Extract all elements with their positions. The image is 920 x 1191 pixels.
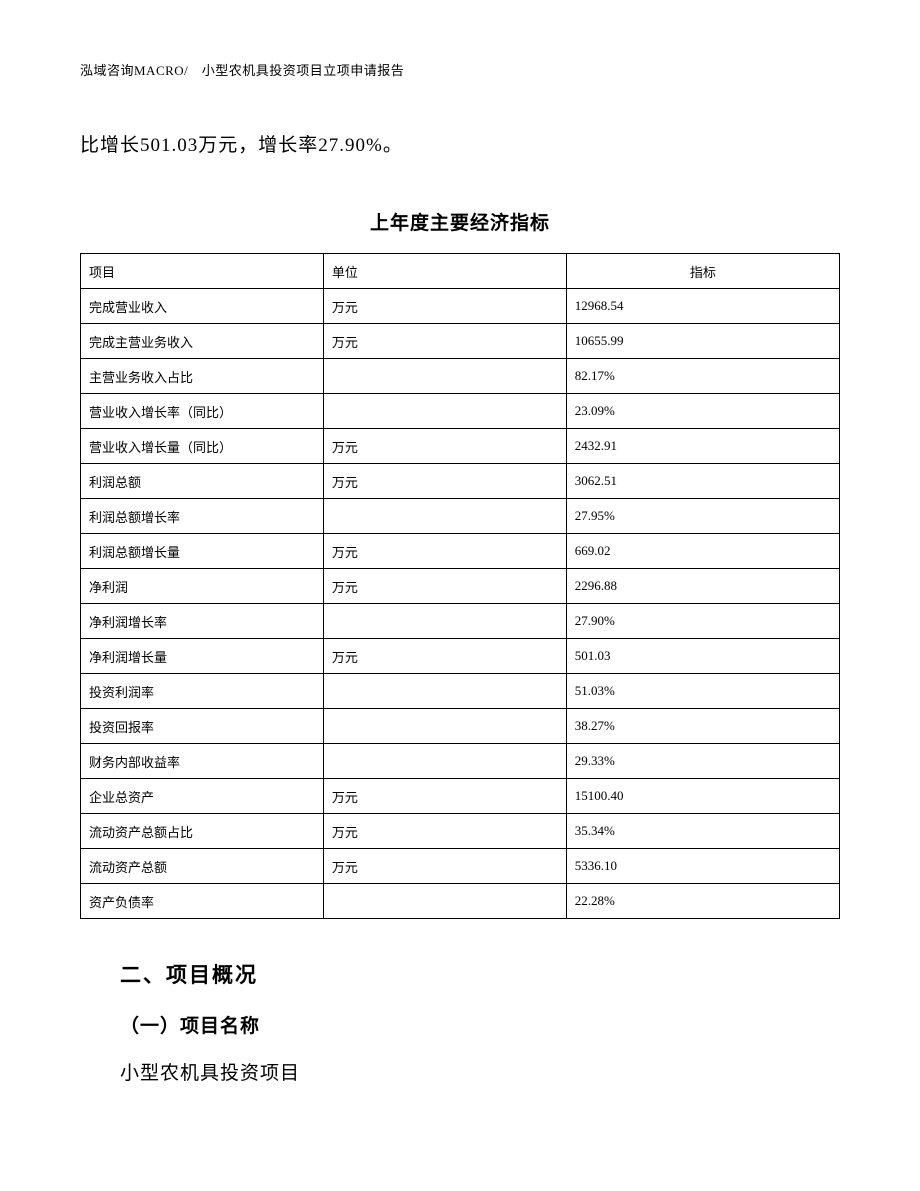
- table-row: 投资回报率 38.27%: [81, 709, 840, 744]
- table-row: 利润总额 万元 3062.51: [81, 464, 840, 499]
- table-cell: 万元: [323, 289, 566, 324]
- economic-indicators-table: 项目 单位 指标 完成营业收入 万元 12968.54 完成主营业务收入 万元 …: [80, 253, 840, 919]
- table-row: 利润总额增长率 27.95%: [81, 499, 840, 534]
- table-row: 投资利润率 51.03%: [81, 674, 840, 709]
- table-cell: 万元: [323, 569, 566, 604]
- table-cell: [323, 744, 566, 779]
- table-cell: [323, 394, 566, 429]
- table-cell: 82.17%: [566, 359, 839, 394]
- table-cell: 利润总额: [81, 464, 324, 499]
- table-cell: 2296.88: [566, 569, 839, 604]
- table-cell: 万元: [323, 534, 566, 569]
- table-cell: 完成主营业务收入: [81, 324, 324, 359]
- table-row: 流动资产总额 万元 5336.10: [81, 849, 840, 884]
- table-cell: 23.09%: [566, 394, 839, 429]
- table-cell: 2432.91: [566, 429, 839, 464]
- table-cell: 投资利润率: [81, 674, 324, 709]
- table-row: 净利润增长量 万元 501.03: [81, 639, 840, 674]
- table-cell: 万元: [323, 814, 566, 849]
- table-cell: 资产负债率: [81, 884, 324, 919]
- table-title: 上年度主要经济指标: [80, 208, 840, 235]
- table-cell: 完成营业收入: [81, 289, 324, 324]
- table-row: 流动资产总额占比 万元 35.34%: [81, 814, 840, 849]
- table-cell: 3062.51: [566, 464, 839, 499]
- table-cell: 10655.99: [566, 324, 839, 359]
- section-2-heading: 二、项目概况: [120, 959, 840, 989]
- table-cell: 万元: [323, 464, 566, 499]
- table-cell: 38.27%: [566, 709, 839, 744]
- table-cell: 净利润增长量: [81, 639, 324, 674]
- table-row: 净利润增长率 27.90%: [81, 604, 840, 639]
- table-cell: 利润总额增长率: [81, 499, 324, 534]
- table-cell: 12968.54: [566, 289, 839, 324]
- table-header-cell: 单位: [323, 254, 566, 289]
- table-header-row: 项目 单位 指标: [81, 254, 840, 289]
- table-row: 主营业务收入占比 82.17%: [81, 359, 840, 394]
- table-cell: [323, 674, 566, 709]
- table-cell: 27.90%: [566, 604, 839, 639]
- table-cell: 万元: [323, 779, 566, 814]
- table-row: 净利润 万元 2296.88: [81, 569, 840, 604]
- table-cell: 501.03: [566, 639, 839, 674]
- table-cell: 净利润增长率: [81, 604, 324, 639]
- table-cell: [323, 499, 566, 534]
- project-name-text: 小型农机具投资项目: [120, 1058, 840, 1085]
- table-cell: [323, 359, 566, 394]
- table-cell: 5336.10: [566, 849, 839, 884]
- table-row: 营业收入增长量（同比） 万元 2432.91: [81, 429, 840, 464]
- table-cell: 流动资产总额: [81, 849, 324, 884]
- table-cell: 营业收入增长量（同比）: [81, 429, 324, 464]
- table-cell: 企业总资产: [81, 779, 324, 814]
- table-row: 完成营业收入 万元 12968.54: [81, 289, 840, 324]
- table-cell: 万元: [323, 639, 566, 674]
- table-row: 营业收入增长率（同比） 23.09%: [81, 394, 840, 429]
- table-cell: 营业收入增长率（同比）: [81, 394, 324, 429]
- table-row: 资产负债率 22.28%: [81, 884, 840, 919]
- table-cell: 万元: [323, 429, 566, 464]
- table-cell: 利润总额增长量: [81, 534, 324, 569]
- table-cell: 投资回报率: [81, 709, 324, 744]
- body-paragraph: 比增长501.03万元，增长率27.90%。: [80, 129, 840, 163]
- table-cell: 29.33%: [566, 744, 839, 779]
- table-row: 完成主营业务收入 万元 10655.99: [81, 324, 840, 359]
- table-row: 财务内部收益率 29.33%: [81, 744, 840, 779]
- table-header-cell: 项目: [81, 254, 324, 289]
- table-cell: [323, 604, 566, 639]
- table-cell: 净利润: [81, 569, 324, 604]
- table-cell: 财务内部收益率: [81, 744, 324, 779]
- table-cell: 22.28%: [566, 884, 839, 919]
- page-header: 泓域咨询MACRO/ 小型农机具投资项目立项申请报告: [80, 60, 840, 79]
- table-row: 企业总资产 万元 15100.40: [81, 779, 840, 814]
- table-cell: [323, 884, 566, 919]
- subsection-2-1-heading: （一）项目名称: [120, 1011, 840, 1038]
- table-cell: 35.34%: [566, 814, 839, 849]
- table-cell: 主营业务收入占比: [81, 359, 324, 394]
- table-cell: [323, 709, 566, 744]
- table-cell: 51.03%: [566, 674, 839, 709]
- table-row: 利润总额增长量 万元 669.02: [81, 534, 840, 569]
- table-cell: 流动资产总额占比: [81, 814, 324, 849]
- table-header-cell: 指标: [566, 254, 839, 289]
- page-container: 泓域咨询MACRO/ 小型农机具投资项目立项申请报告 比增长501.03万元，增…: [0, 0, 920, 1125]
- table-cell: 669.02: [566, 534, 839, 569]
- table-body: 完成营业收入 万元 12968.54 完成主营业务收入 万元 10655.99 …: [81, 289, 840, 919]
- table-cell: 15100.40: [566, 779, 839, 814]
- table-cell: 万元: [323, 849, 566, 884]
- table-cell: 27.95%: [566, 499, 839, 534]
- table-cell: 万元: [323, 324, 566, 359]
